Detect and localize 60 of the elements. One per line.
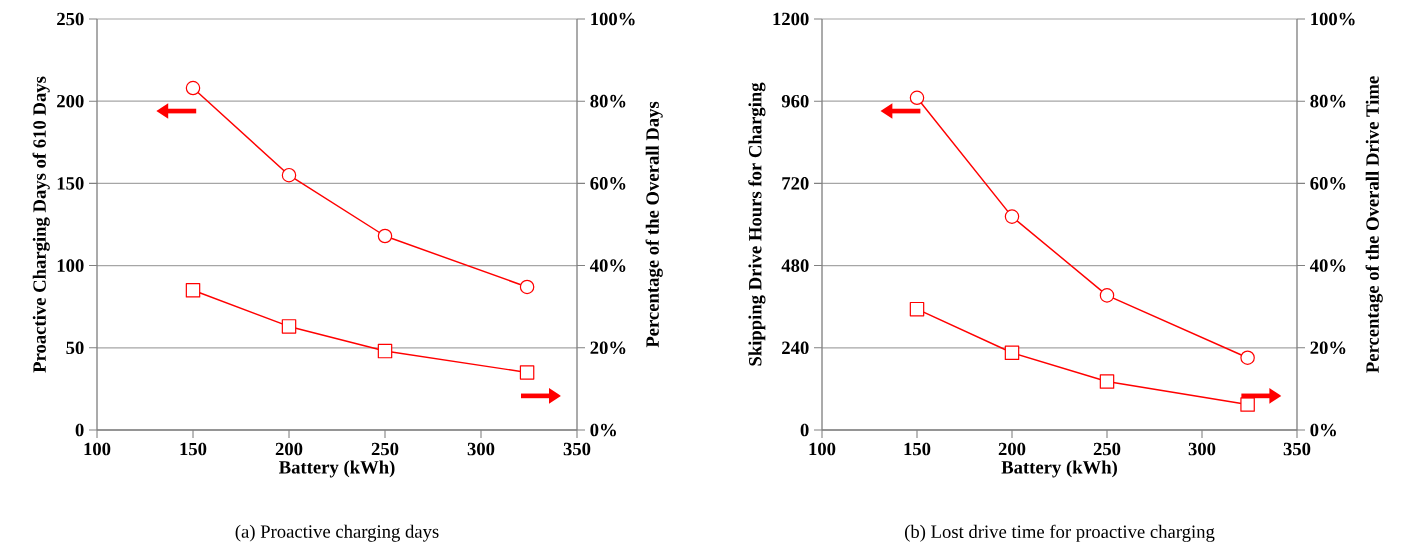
point: [1240, 350, 1255, 365]
point: [185, 282, 201, 298]
y2-tick-label: 100%: [591, 12, 635, 26]
x-axis-title: Battery (kWh): [279, 460, 395, 478]
y-tick-label: 960: [781, 94, 809, 108]
x-axis-title: Battery (kWh): [1001, 460, 1117, 478]
y2-tick-label: 40%: [589, 259, 626, 272]
y2-tick-label: 0%: [1310, 423, 1336, 437]
point: [909, 301, 925, 317]
x-tick-label: 350: [563, 442, 591, 456]
x-tick-label: 250: [371, 442, 399, 456]
x-tick-label: 300: [467, 442, 495, 456]
y-axis-title: Skipping Drive Hours for Charging: [748, 82, 766, 366]
y-tick-label: 100: [57, 259, 84, 272]
y-tick-label: 200: [57, 94, 84, 108]
y2-tick-label: 0%: [590, 423, 616, 437]
x-tick-label: 100: [84, 442, 111, 456]
x-tick-label: 200: [998, 442, 1026, 456]
text: (b) Lost drive time for proactive charging: [904, 524, 1215, 542]
x-tick-label: 100: [809, 442, 836, 456]
y2-axis-title: Percentage of the Overall Drive Time: [1365, 76, 1383, 373]
point: [281, 167, 297, 183]
y-tick-label: 1200: [773, 12, 809, 26]
point: [185, 80, 201, 96]
y2-tick-label: 40%: [1309, 259, 1346, 272]
y2-tick-label: 20%: [1310, 341, 1346, 355]
y-tick-label: 720: [782, 177, 809, 190]
y2-tick-label: 60%: [590, 177, 626, 190]
point: [1099, 288, 1115, 303]
y-tick-label: 50: [66, 341, 84, 355]
y-tick-label: 0: [75, 423, 84, 437]
point: [377, 228, 393, 244]
point: [377, 343, 393, 359]
point: [1240, 397, 1255, 412]
point: [1004, 209, 1020, 224]
y2-tick-label: 80%: [1310, 94, 1346, 108]
point: [1099, 374, 1115, 389]
y2-tick-label: 60%: [1310, 177, 1346, 190]
point: [909, 90, 925, 106]
point: [519, 365, 535, 380]
x-tick-label: 250: [1093, 442, 1121, 456]
x-tick-label: 350: [1283, 442, 1311, 456]
point: [519, 279, 535, 295]
y2-tick-label: 80%: [590, 94, 626, 108]
y-tick-label: 0: [800, 423, 809, 437]
x-tick-label: 150: [904, 442, 931, 456]
x-tick-label: 150: [180, 442, 207, 456]
y2-tick-label: 100%: [1311, 12, 1355, 26]
y-axis-title: Proactive Charging Days of 610 Days: [32, 76, 50, 373]
point: [281, 319, 297, 334]
y2-axis-title: Percentage of the Overall Days: [645, 101, 663, 348]
y-tick-label: 240: [782, 341, 809, 355]
x-tick-label: 200: [275, 442, 303, 456]
text: (a) Proactive charging days: [235, 524, 439, 542]
y-tick-label: 250: [57, 12, 84, 26]
x-tick-label: 300: [1188, 442, 1216, 456]
y-tick-label: 480: [781, 259, 809, 272]
y-tick-label: 150: [57, 177, 84, 190]
point: [1004, 345, 1020, 360]
y2-tick-label: 20%: [590, 341, 626, 355]
